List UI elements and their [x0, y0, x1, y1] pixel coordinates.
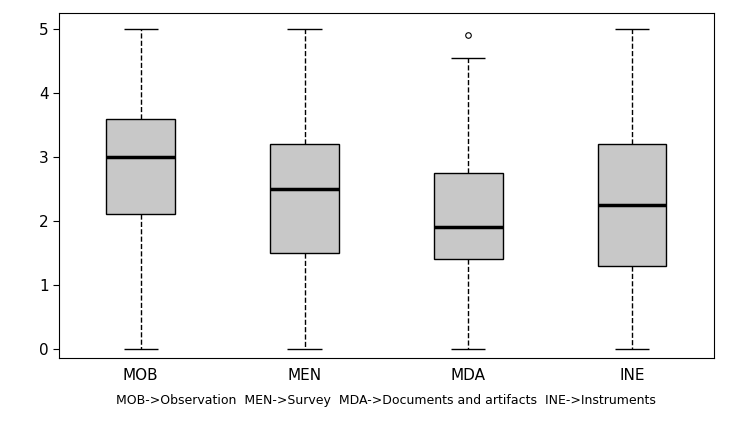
PathPatch shape — [107, 118, 175, 215]
PathPatch shape — [598, 144, 666, 266]
PathPatch shape — [270, 144, 339, 253]
X-axis label: MOB->Observation  MEN->Survey  MDA->Documents and artifacts  INE->Instruments: MOB->Observation MEN->Survey MDA->Docume… — [116, 394, 657, 407]
PathPatch shape — [434, 173, 503, 259]
